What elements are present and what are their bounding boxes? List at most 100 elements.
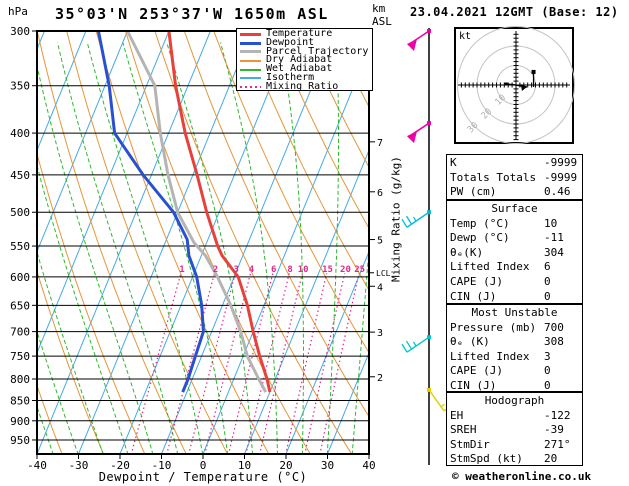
- stat-row-li: Lifted Index 6: [450, 260, 582, 275]
- isotherm-line-swatch: [240, 77, 261, 80]
- legend-box: Temperature Dewpoint Parcel Trajectory D…: [236, 28, 373, 91]
- svg-text:300: 300: [10, 25, 30, 38]
- stat-label: K: [450, 156, 457, 169]
- hodograph-unit-label: kt: [459, 31, 472, 42]
- legend-label: Parcel Trajectory: [266, 45, 369, 57]
- svg-text:8: 8: [287, 265, 292, 275]
- mixing-ratio-line-swatch: [240, 86, 261, 89]
- svg-text:600: 600: [10, 271, 30, 284]
- stat-value: 271°: [544, 437, 571, 451]
- run-date-title: 23.04.2021 12GMT (Base: 12): [410, 5, 619, 19]
- legend-label: Mixing Ratio: [266, 80, 339, 92]
- stat-row-eh: EH -122: [450, 409, 582, 424]
- temperature-axis-title: Dewpoint / Temperature (°C): [98, 470, 308, 484]
- stat-label: Temp (°C): [450, 216, 510, 230]
- km-unit: km: [372, 2, 386, 15]
- svg-text:450: 450: [10, 169, 30, 182]
- svg-text:350: 350: [10, 80, 30, 93]
- stat-value: 700: [544, 320, 564, 334]
- svg-text:10: 10: [238, 459, 251, 472]
- svg-text:15: 15: [322, 265, 333, 275]
- sounding-curves: [96, 31, 272, 393]
- stat-label: θₑ(K): [450, 245, 484, 259]
- stat-label: EH: [450, 408, 464, 422]
- svg-text:0: 0: [200, 459, 207, 472]
- indices-panel: K -9999 Totals Totals -9999 PW (cm) 0.46: [446, 154, 583, 200]
- legend-item-mixing-ratio: Mixing Ratio: [240, 80, 372, 92]
- dry-adiabat-line-swatch: [240, 59, 261, 62]
- stat-value: -9999: [544, 156, 578, 169]
- stat-label: Lifted Index: [450, 260, 530, 274]
- stat-value: 0: [544, 274, 551, 288]
- legend-item-temperature: Temperature: [240, 28, 372, 39]
- isotherm-lines: [37, 31, 369, 454]
- hodograph-stats-panel: Hodograph EH -122 SREH -39 StmDir 271° StmS…: [446, 392, 583, 466]
- parcel-line-swatch: [240, 50, 261, 54]
- legend-item-parcel: Parcel Trajectory: [240, 45, 372, 57]
- legend-label: Temperature: [266, 28, 333, 39]
- stat-label: Pressure (mb): [450, 320, 537, 334]
- curve-dewpoint: [96, 31, 205, 393]
- stat-value: 20: [544, 452, 558, 466]
- stat-row-mu-li: Lifted Index 3: [450, 350, 582, 365]
- mixing-ratio-labels: 1 2 3 4 6 8 10 15 20 25: [179, 265, 365, 275]
- legend-item-isotherm: Isotherm: [240, 73, 372, 83]
- stat-row-dewp: Dewp (°C) -11: [450, 231, 582, 246]
- most-unstable-panel-title: Most Unstable: [471, 306, 558, 319]
- stat-row-cin: CIN (J) 0: [450, 290, 582, 305]
- stat-row-totals: Totals Totals -9999: [450, 171, 582, 186]
- svg-text:400: 400: [10, 127, 30, 140]
- wind-barbs: [401, 28, 450, 465]
- stat-value: 0.46: [544, 185, 571, 199]
- svg-text:30: 30: [321, 459, 334, 472]
- stat-label: Dewp (°C): [450, 231, 510, 245]
- pressure-gridlines: [37, 85, 369, 441]
- svg-text:500: 500: [10, 206, 30, 219]
- asl-unit: ASL: [372, 15, 392, 28]
- svg-text:700: 700: [10, 326, 30, 339]
- legend-item-wet-adiabat: Wet Adiabat: [240, 63, 372, 75]
- stat-label: PW (cm): [450, 185, 497, 199]
- stat-label: θₑ (K): [450, 335, 490, 349]
- svg-text:40: 40: [362, 459, 375, 472]
- surface-panel: Surface Temp (°C) 10 Dewp (°C) -11 θₑ(K) 30…: [446, 200, 583, 304]
- stat-value: -9999: [544, 170, 578, 184]
- stat-row-stmspd: StmSpd (kt) 20: [450, 452, 582, 467]
- stat-value: 3: [544, 349, 551, 363]
- svg-text:20: 20: [340, 265, 351, 275]
- legend-label: Wet Adiabat: [266, 63, 333, 75]
- svg-text:-10: -10: [152, 459, 172, 472]
- stat-row-sreh: SREH -39: [450, 423, 582, 438]
- svg-text:1: 1: [179, 265, 184, 275]
- surface-panel-title: Surface: [491, 202, 538, 215]
- legend-label: Dry Adiabat: [266, 54, 333, 66]
- svg-text:6: 6: [271, 265, 276, 275]
- stat-row-mu-thetae: θₑ (K) 308: [450, 335, 582, 350]
- stat-row-pw: PW (cm) 0.46: [450, 185, 582, 200]
- svg-text:2: 2: [377, 373, 383, 384]
- stat-row-mu-cin: CIN (J) 0: [450, 379, 582, 394]
- stat-label: Totals Totals: [450, 170, 537, 184]
- svg-text:4: 4: [249, 265, 255, 275]
- stat-value: 0: [544, 378, 551, 392]
- stat-label: CIN (J): [450, 289, 497, 303]
- svg-text:10: 10: [298, 265, 309, 275]
- wet-adiabat-line-swatch: [240, 68, 261, 71]
- hodograph-panel-title: Hodograph: [484, 394, 545, 407]
- svg-text:7: 7: [377, 138, 383, 149]
- dewpoint-line-swatch: [240, 41, 261, 45]
- svg-text:750: 750: [10, 350, 30, 363]
- altitude-axis-unit: km ASL: [372, 2, 392, 28]
- svg-text:2: 2: [213, 265, 218, 275]
- stat-label: StmDir: [450, 437, 490, 451]
- km-axis-labels: 7 6 5 4 3 2 LCL: [369, 138, 391, 384]
- stat-label: Lifted Index: [450, 349, 530, 363]
- svg-text:-30: -30: [69, 459, 89, 472]
- svg-text:800: 800: [10, 373, 30, 386]
- stat-row-stmdir: StmDir 271°: [450, 438, 582, 453]
- svg-text:950: 950: [10, 434, 30, 447]
- stat-value: 10: [544, 216, 558, 230]
